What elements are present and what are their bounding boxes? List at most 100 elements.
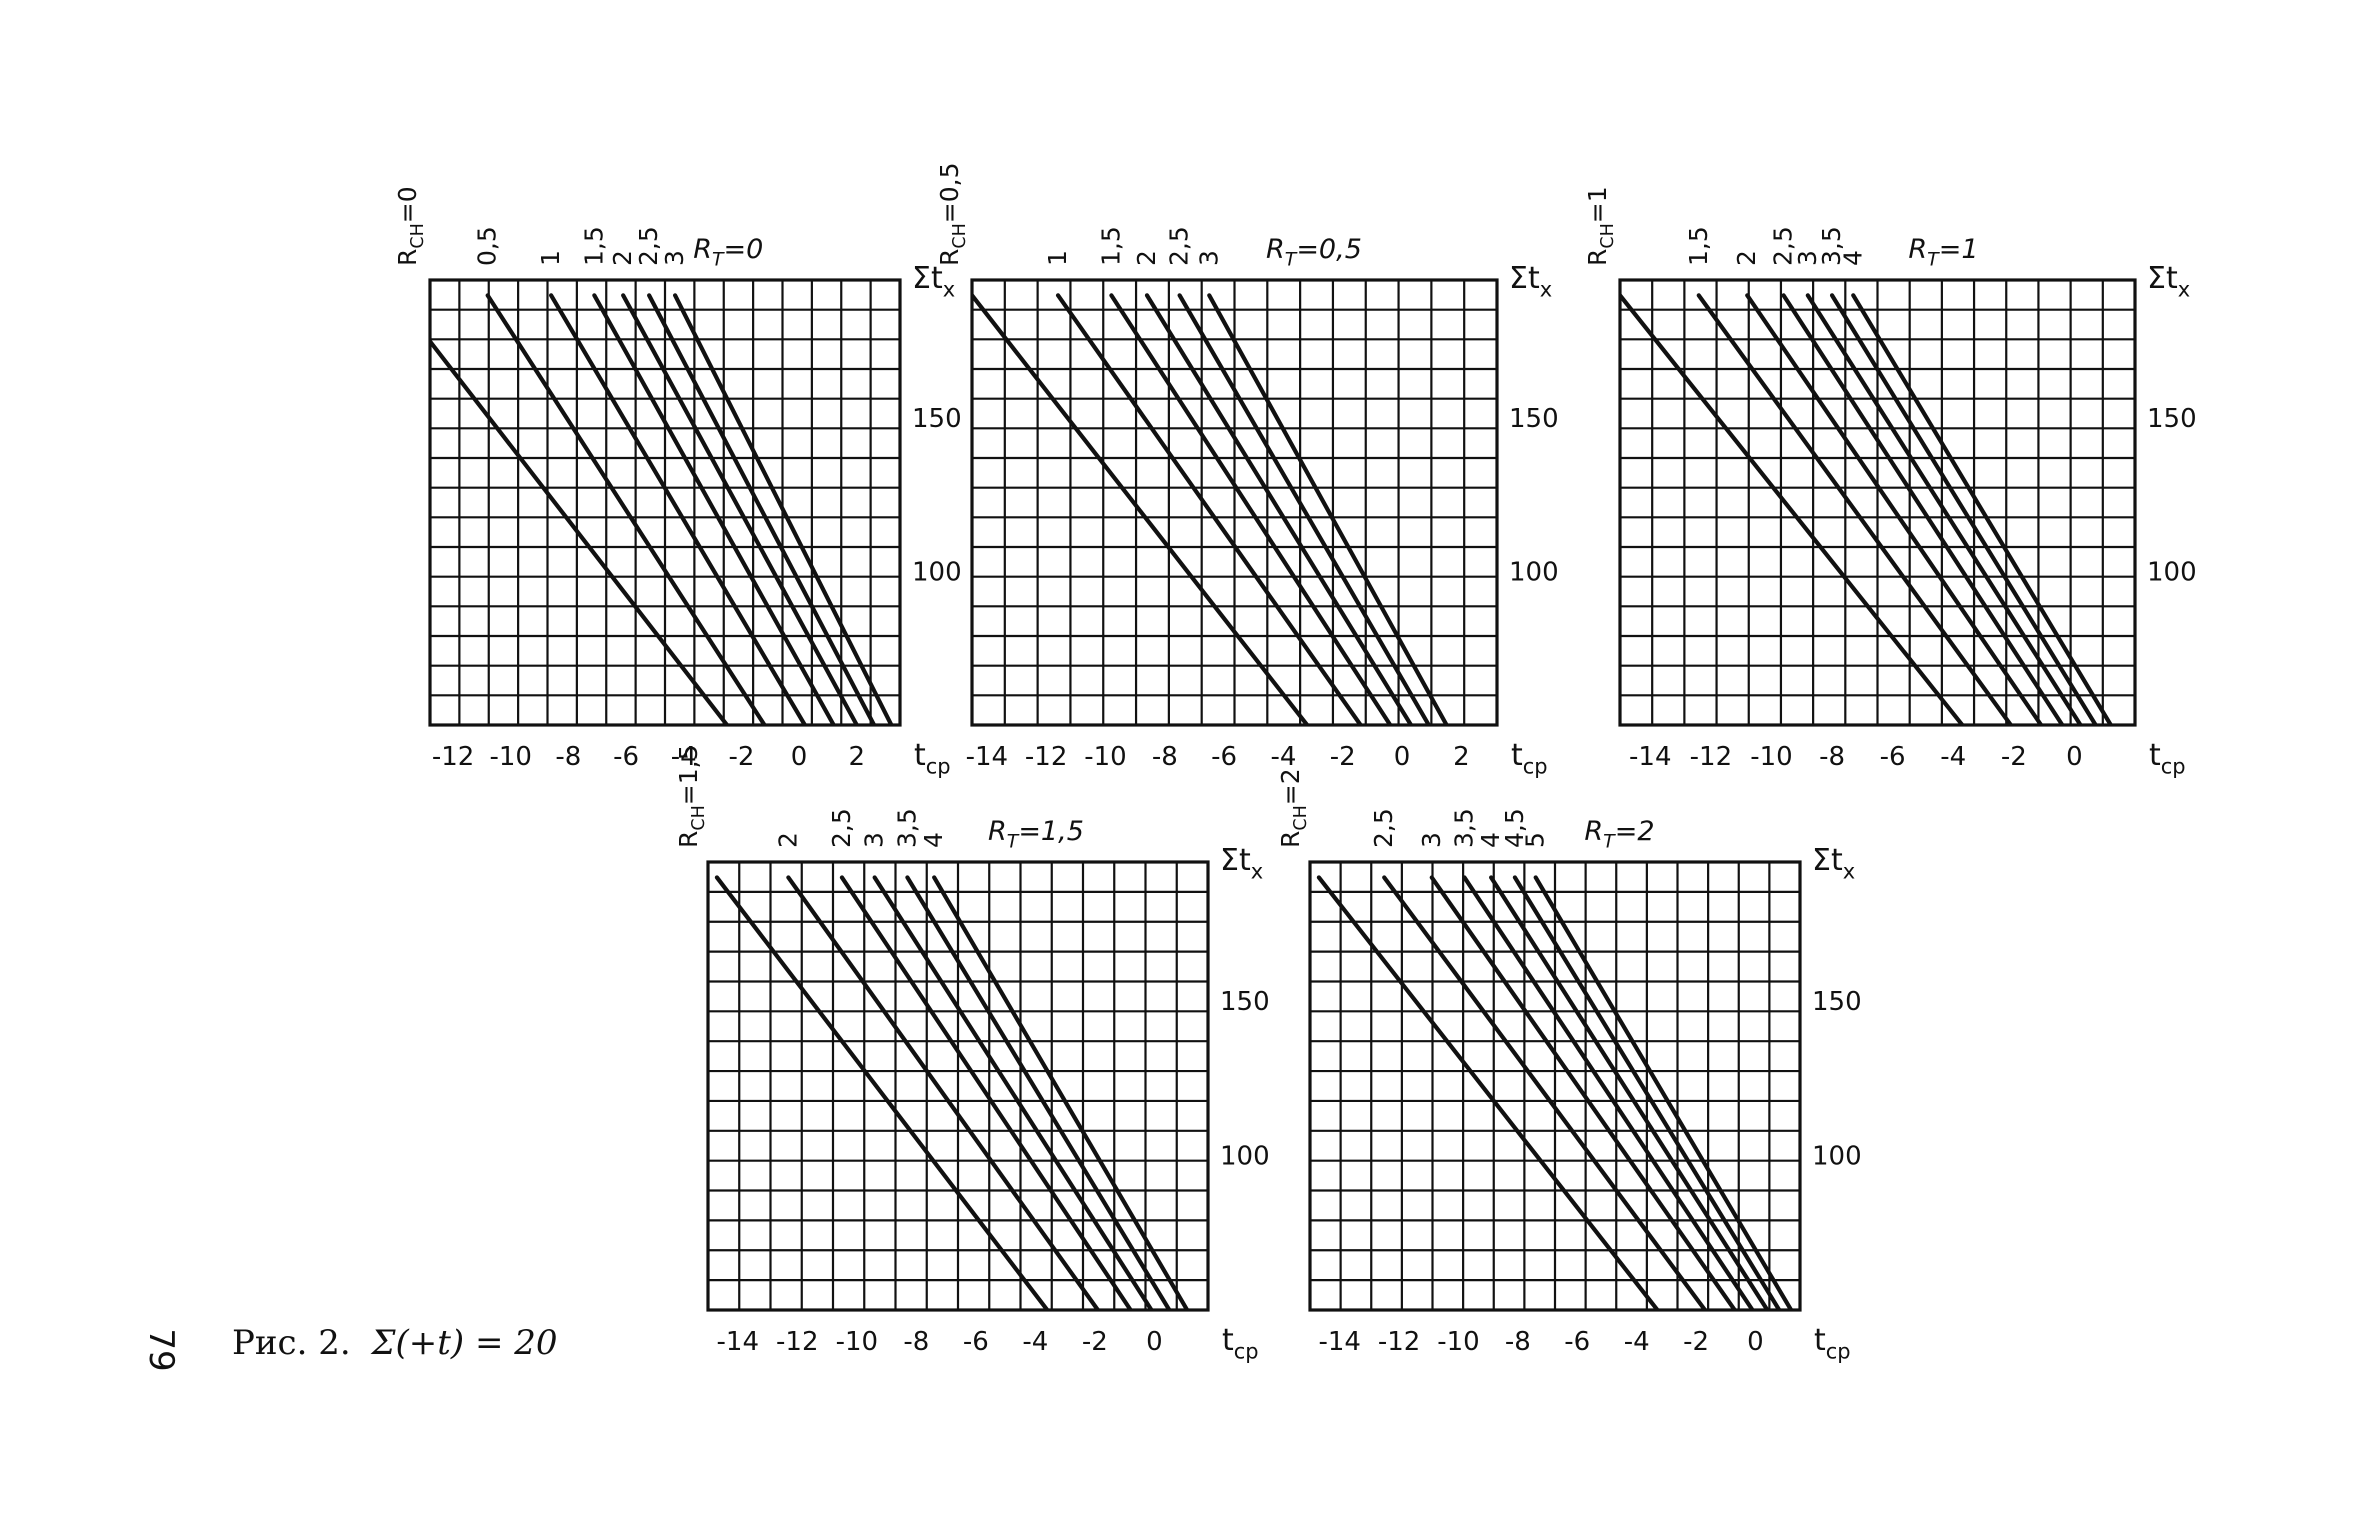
series-line-2: [1745, 293, 2044, 725]
y-tick-label: 100: [2147, 558, 2197, 588]
series-label-2-main: R: [1276, 831, 1305, 848]
chart-title-sub: T: [1603, 831, 1616, 853]
series-line-2: [1144, 293, 1414, 725]
x-tick-label: -12: [432, 742, 474, 772]
series-label-3: 3: [1793, 250, 1822, 266]
x-tick-label: -4: [671, 742, 697, 772]
chart-title-sub: T: [712, 249, 725, 271]
series-line-1,5: [592, 293, 836, 725]
series-label-2,5: 2,5: [1769, 226, 1798, 266]
series-label-1,5: RCH=1,5: [674, 745, 709, 848]
y-axis-label-main: Σt: [1220, 843, 1251, 878]
chart-title: RT=1: [1908, 234, 1978, 271]
y-axis-label: Σtx: [912, 261, 955, 301]
plot-frame: [1618, 278, 2137, 727]
chart-title-rest: =1,5: [1018, 816, 1084, 847]
series-line-1,5: [1109, 293, 1393, 725]
y-axis-label-main: Σt: [2147, 261, 2178, 296]
x-tick-label: 2: [1453, 742, 1470, 772]
series-label-1-rest: =1: [1583, 186, 1612, 223]
series-line-2: [621, 293, 859, 725]
x-axis-label-main: t: [1511, 738, 1523, 773]
series-line-3: [872, 875, 1154, 1310]
series-label-4,5: 4,5: [1500, 808, 1529, 848]
series-label-2: 2: [773, 832, 802, 848]
y-axis-label-main: Σt: [1509, 261, 1540, 296]
series-label-4: 4: [919, 832, 948, 848]
series-line-2: [1316, 875, 1660, 1310]
plot-frame: [428, 278, 902, 727]
y-axis-label-sub: x: [1540, 277, 1552, 301]
x-tick-label: -10: [1084, 742, 1126, 772]
series-label-4: 4: [1838, 250, 1867, 266]
series-label-1-main: R: [1583, 249, 1612, 266]
series-line-1,5: [714, 875, 1050, 1310]
series-label-0-sub: CH: [408, 223, 428, 248]
y-axis-label-sub: x: [1843, 859, 1855, 883]
series-line-2,5: [1781, 293, 2065, 725]
series-line-3: [672, 293, 894, 725]
series-line-3,5: [905, 875, 1172, 1310]
series-label-0,5-rest: =0,5: [935, 163, 964, 224]
series-label-1,5-sub: CH: [689, 805, 709, 830]
series-label-1,5: 1,5: [1096, 226, 1125, 266]
series-label-0-rest: =0: [393, 186, 422, 223]
grid: [972, 280, 1497, 725]
series-label-1,5: 1,5: [1684, 226, 1713, 266]
caption-prefix: Рис. 2.: [232, 1323, 351, 1363]
x-axis-label-sub: cp: [2161, 754, 2186, 778]
x-axis-label-sub: cp: [926, 754, 951, 778]
x-tick-label: -6: [613, 742, 639, 772]
plot-frame: [706, 860, 1210, 1312]
chart-title-rest: =2: [1615, 816, 1655, 847]
series-line-1,5: [1696, 293, 2013, 725]
x-tick-label: -8: [903, 1327, 929, 1357]
chart-title: RT=1,5: [988, 816, 1084, 853]
series-label-1: 1: [1043, 250, 1072, 266]
x-axis-label: tcp: [1222, 1323, 1259, 1363]
y-axis-label-sub: x: [2178, 277, 2190, 301]
grid: [708, 862, 1208, 1310]
x-tick-label: -2: [728, 742, 754, 772]
x-axis-label: tcp: [1511, 738, 1548, 778]
series-label-0: RCH=0: [393, 186, 428, 266]
y-axis-label: Σtx: [1509, 261, 1552, 301]
y-tick-label: 100: [912, 558, 962, 588]
series-line-4: [1489, 875, 1770, 1310]
x-tick-label: -12: [776, 1327, 818, 1357]
chart-title: RT=0,5: [1266, 234, 1362, 271]
chart-title: RT=2: [1584, 816, 1654, 853]
x-tick-label: 2: [848, 742, 865, 772]
x-tick-label: 0: [2066, 742, 2083, 772]
x-axis-label-main: t: [2149, 738, 2161, 773]
chart-title-sub: T: [1007, 831, 1020, 853]
series-line-3: [1805, 293, 2083, 725]
x-tick-label: -8: [1152, 742, 1178, 772]
series-label-1,5: 1,5: [579, 226, 608, 266]
series-group: [972, 293, 1449, 725]
series-label-2,5: 2,5: [1369, 808, 1398, 848]
plot-frame: [1308, 860, 1802, 1312]
series-label-0-main: R: [393, 249, 422, 266]
y-tick-label: 150: [912, 404, 962, 434]
x-tick-label: -4: [1022, 1327, 1048, 1357]
chart-title-main: R: [1266, 234, 1285, 265]
x-tick-label: 0: [1394, 742, 1411, 772]
plot-frame: [970, 278, 1499, 727]
series-line-3,5: [1829, 293, 2098, 725]
series-label-0,5: 0,5: [473, 226, 502, 266]
series-line-3: [1207, 293, 1449, 725]
x-tick-label: -4: [1624, 1327, 1650, 1357]
series-label-0,5: RCH=0,5: [935, 163, 970, 266]
series-group: [1620, 293, 2113, 725]
page-number: 79: [141, 1328, 181, 1371]
series-label-2-rest: =2: [1276, 768, 1305, 805]
series-group: [1316, 875, 1794, 1310]
series-label-3: 3: [860, 832, 889, 848]
series-line-2,5: [1177, 293, 1431, 725]
x-tick-label: -4: [1270, 742, 1296, 772]
series-label-3: 3: [1417, 832, 1446, 848]
